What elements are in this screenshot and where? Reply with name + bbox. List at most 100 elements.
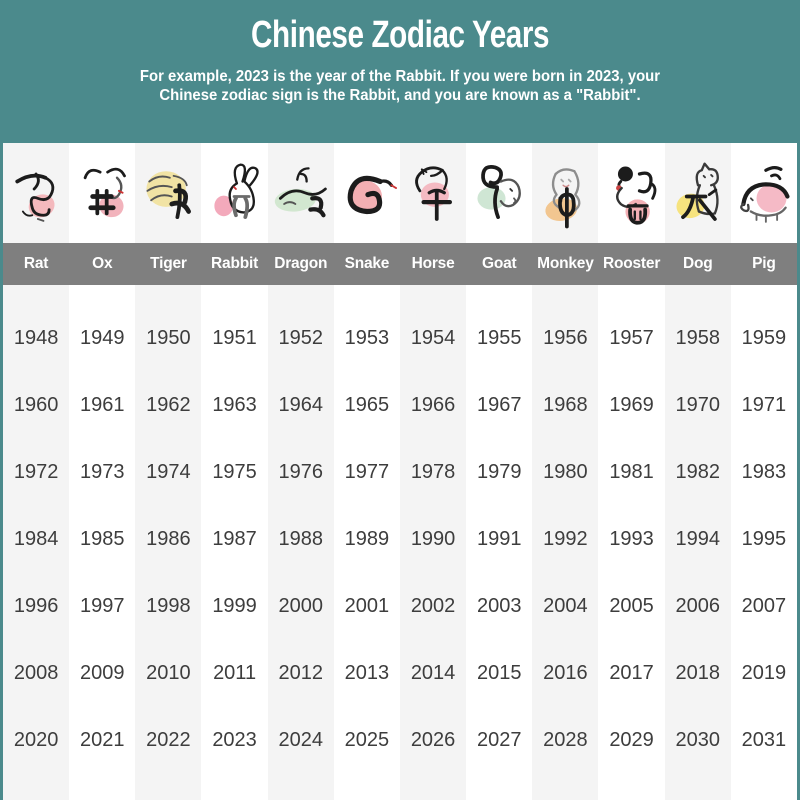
column-header-ox: Ox (92, 255, 113, 272)
monkey-icon (545, 167, 581, 228)
column-header-rat: Rat (23, 255, 49, 272)
dog-icon (676, 162, 719, 221)
zodiac-years-grid: 1948 1960 1972 1984 1996 2008 2020 1949 1961 1973… (3, 285, 797, 800)
year-cell: 1991 (476, 528, 522, 550)
year-cell: 2028 (543, 729, 588, 751)
year-column-horse: 1954 1966 1978 1990 2002 2014 2026 (399, 285, 467, 800)
year-cell: 1958 (675, 327, 720, 349)
year-cell: 2014 (410, 662, 456, 684)
year-cell: 1975 (212, 461, 257, 483)
year-cell: 2005 (609, 595, 654, 617)
column-header-horse: Horse (411, 255, 455, 272)
year-cell: 2007 (741, 595, 787, 617)
year-cell: 1971 (741, 394, 787, 416)
year-cell: 1955 (476, 327, 522, 349)
year-cell: 1967 (476, 394, 522, 416)
zodiac-table: Rat Ox Tiger Rabbit Dragon Snake Horse Goat Monk… (3, 143, 797, 800)
icon-cell-monkey (532, 143, 599, 243)
year-cell: 1996 (13, 595, 59, 617)
year-cell: 1978 (410, 461, 456, 483)
year-cell: 1957 (609, 327, 654, 349)
year-cell: 1986 (146, 528, 191, 550)
year-cell: 2029 (609, 729, 654, 751)
year-cell: 2030 (675, 729, 720, 751)
year-cell: 2008 (13, 662, 59, 684)
year-cell: 2010 (146, 662, 191, 684)
year-cell: 1964 (278, 394, 323, 416)
year-cell: 1974 (146, 461, 191, 483)
year-cell: 2018 (675, 662, 720, 684)
year-cell: 1972 (13, 461, 59, 483)
year-cell: 2019 (741, 662, 787, 684)
column-header-rooster: Rooster (602, 255, 661, 272)
icon-cell-dragon (267, 143, 334, 243)
year-cell: 1995 (741, 528, 787, 550)
year-cell: 1952 (278, 327, 323, 349)
rooster-icon (615, 166, 656, 225)
icon-cell-rabbit (201, 143, 268, 243)
zodiac-label-band: Rat Ox Tiger Rabbit Dragon Snake Horse Goat Monk… (3, 243, 797, 285)
year-cell: 2020 (13, 729, 59, 751)
year-cell: 1963 (212, 394, 257, 416)
column-header-dragon: Dragon (274, 255, 328, 272)
year-column-snake: 1953 1965 1977 1989 2001 2013 2025 (333, 285, 400, 800)
year-cell: 1976 (278, 461, 323, 483)
year-cell: 2016 (543, 662, 588, 684)
year-cell: 2013 (344, 662, 390, 684)
icon-cell-pig (730, 143, 797, 243)
year-cell: 2027 (476, 729, 522, 751)
year-cell: 1988 (278, 528, 323, 550)
page-subtitle: For example, 2023 is the year of the Rab… (139, 68, 661, 104)
year-cell: 1984 (13, 528, 59, 550)
column-header-pig: Pig (752, 255, 776, 272)
dragon-icon (274, 166, 327, 217)
year-cell: 1956 (543, 327, 588, 349)
year-cell: 2025 (344, 729, 390, 751)
icon-cell-rooster (598, 143, 665, 243)
year-cell: 2002 (410, 595, 456, 617)
year-cell: 1982 (675, 461, 720, 483)
year-column-tiger: 1950 1962 1974 1986 1998 2010 2022 (135, 285, 202, 800)
icon-cell-horse (399, 143, 467, 243)
year-cell: 1962 (146, 394, 191, 416)
year-cell: 2026 (410, 729, 456, 751)
icon-cell-goat (466, 143, 533, 243)
year-cell: 2004 (543, 595, 588, 617)
year-cell: 1993 (609, 528, 654, 550)
column-header-goat: Goat (481, 255, 517, 272)
year-cell: 1973 (79, 461, 125, 483)
icon-cell-tiger (135, 143, 202, 243)
year-column-dragon: 1952 1964 1976 1988 2000 2012 2024 (267, 285, 334, 800)
year-column-ox: 1949 1961 1973 1985 1997 2009 2021 (69, 285, 136, 800)
year-cell: 1961 (79, 394, 125, 416)
year-cell: 1954 (410, 327, 456, 349)
zodiac-icon-row (3, 143, 797, 243)
year-cell: 2000 (278, 595, 323, 617)
year-cell: 2009 (79, 662, 125, 684)
year-cell: 2017 (609, 662, 654, 684)
pig-icon (740, 165, 790, 223)
year-cell: 2024 (278, 729, 323, 751)
year-cell: 1983 (741, 461, 787, 483)
year-cell: 2006 (675, 595, 720, 617)
year-cell: 1950 (146, 327, 191, 349)
header: Chinese Zodiac Years For example, 2023 i… (0, 0, 800, 143)
year-cell: 1968 (543, 394, 588, 416)
year-column-monkey: 1956 1968 1980 1992 2004 2016 2028 (532, 285, 599, 800)
year-cell: 2001 (344, 595, 390, 617)
column-header-rabbit: Rabbit (211, 255, 259, 272)
year-cell: 1997 (79, 595, 125, 617)
rabbit-icon (213, 162, 259, 219)
year-cell: 1948 (13, 327, 59, 349)
year-cell: 1979 (476, 461, 522, 483)
icon-cell-rat (3, 143, 70, 243)
page-title: Chinese Zodiac Years (250, 14, 550, 56)
snake-icon (347, 175, 397, 214)
year-cell: 1970 (675, 394, 720, 416)
column-header-snake: Snake (344, 255, 390, 272)
year-column-goat: 1955 1967 1979 1991 2003 2015 2027 (466, 285, 533, 800)
icon-cell-ox (69, 143, 136, 243)
year-column-rooster: 1957 1969 1981 1993 2005 2017 2029 (598, 285, 665, 800)
year-cell: 1960 (13, 394, 59, 416)
